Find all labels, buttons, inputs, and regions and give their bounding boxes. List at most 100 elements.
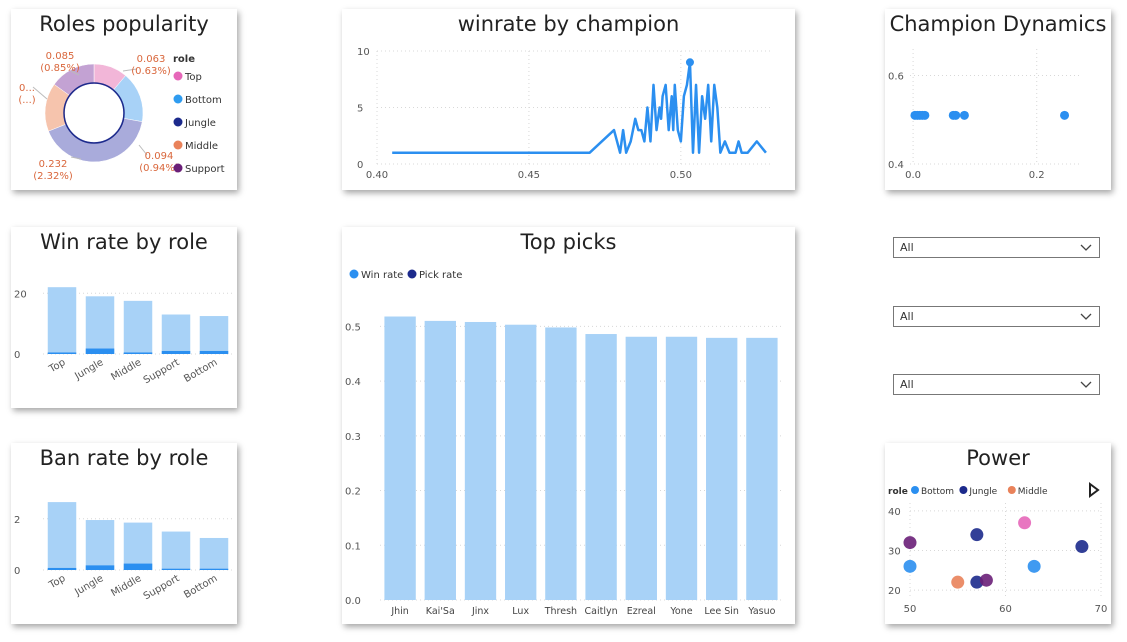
y-tick-label: 40 bbox=[888, 507, 901, 518]
winrate-champion-card: winrate by champion 0 5 10 0.40 0.45 0.50 bbox=[342, 9, 795, 190]
pie-leader-line bbox=[122, 68, 138, 72]
pie-value-label: 0.063 bbox=[137, 54, 166, 65]
scatter-point bbox=[1060, 110, 1070, 120]
role-slicer[interactable]: All bbox=[893, 237, 1100, 258]
y-tick-label: 0 bbox=[14, 350, 20, 361]
power-card: Power role Bottom Jungle Middle 20 30 40 50 60 70 bbox=[885, 443, 1111, 624]
bar bbox=[85, 520, 115, 570]
bar bbox=[85, 348, 115, 354]
champion-dynamics-card: Champion Dynamics 0.4 0.6 0.0 0.2 bbox=[885, 9, 1111, 190]
y-tick-label: 0.2 bbox=[345, 487, 361, 498]
bar bbox=[123, 300, 153, 354]
bar bbox=[199, 568, 229, 570]
category-label: Kai'Sa bbox=[426, 606, 455, 617]
pie-value-label: 0... bbox=[19, 83, 35, 94]
top-picks-chart: 0.0 0.1 0.2 0.3 0.4 0.5 Win rate Pick rate Jhin K… bbox=[345, 269, 782, 617]
win-rate-role-title: Win rate by role bbox=[40, 230, 208, 254]
category-label: Jungle bbox=[72, 357, 105, 382]
champion-slicer[interactable]: All bbox=[893, 306, 1100, 327]
y-tick-label: 10 bbox=[357, 47, 370, 58]
line-marker bbox=[685, 58, 694, 67]
legend-label: Support bbox=[185, 164, 225, 175]
x-tick-label: 0.50 bbox=[670, 170, 692, 181]
pie-percent-label: (2.32%) bbox=[33, 171, 73, 182]
category-label: Bottom bbox=[182, 573, 219, 601]
winrate-champion-title: winrate by champion bbox=[457, 12, 680, 36]
x-tick-label: 70 bbox=[1095, 604, 1108, 615]
category-label: Lux bbox=[512, 606, 529, 617]
category-label: Bottom bbox=[182, 357, 219, 385]
y-tick-label: 0.3 bbox=[345, 432, 361, 443]
winrate-champion-chart: 0 5 10 0.40 0.45 0.50 bbox=[357, 47, 772, 181]
bar bbox=[161, 531, 191, 570]
category-label: Support bbox=[142, 357, 182, 386]
scatter-point bbox=[1027, 559, 1041, 573]
legend-marker bbox=[173, 94, 183, 104]
y-tick-label: 20 bbox=[888, 586, 901, 597]
scatter-point bbox=[903, 536, 917, 550]
bar bbox=[161, 314, 191, 354]
bar bbox=[85, 296, 115, 354]
pie-leader-line bbox=[70, 156, 82, 160]
champion-slicer-value: All bbox=[900, 310, 914, 323]
bar bbox=[47, 502, 77, 570]
x-tick-label: 0.2 bbox=[1029, 170, 1045, 181]
win-rate-role-card: Win rate by role 0 20 Top Jungle Middle Suppo… bbox=[11, 227, 237, 408]
category-label: Thresh bbox=[544, 606, 577, 617]
top-picks-title: Top picks bbox=[520, 230, 617, 254]
chevron-down-icon[interactable] bbox=[1079, 377, 1093, 391]
tier-slicer[interactable]: All bbox=[893, 374, 1100, 395]
bar bbox=[47, 287, 77, 354]
bar bbox=[199, 537, 229, 570]
pie-percent-label: (0.63%) bbox=[131, 66, 171, 77]
y-tick-label: 0 bbox=[357, 160, 363, 171]
chevron-down-icon[interactable] bbox=[1079, 240, 1093, 254]
pie-percent-label: (0.94%) bbox=[139, 163, 179, 174]
bar bbox=[746, 337, 778, 600]
y-tick-label: 0.1 bbox=[345, 541, 361, 552]
bar bbox=[161, 350, 191, 354]
legend-title: role bbox=[888, 487, 908, 497]
bar bbox=[665, 336, 698, 600]
category-label: Yasuo bbox=[747, 606, 775, 617]
y-tick-label: 0.6 bbox=[888, 72, 904, 83]
bar bbox=[85, 565, 115, 570]
category-label: Middle bbox=[109, 573, 143, 599]
bar bbox=[424, 320, 456, 600]
top-picks-card: Top picks 0.0 0.1 0.2 0.3 0.4 0.5 Win rate Pick… bbox=[342, 227, 795, 624]
donut-inner-ring bbox=[63, 82, 125, 144]
legend-label: Pick rate bbox=[419, 270, 462, 281]
bar bbox=[47, 567, 77, 570]
pie-value-label: 0.094 bbox=[145, 151, 174, 162]
legend-marker bbox=[911, 486, 919, 494]
category-label: Top bbox=[47, 573, 68, 591]
bar bbox=[706, 337, 738, 600]
scatter-point bbox=[970, 528, 984, 542]
chevron-down-icon[interactable] bbox=[1079, 309, 1093, 323]
x-tick-label: 0.0 bbox=[905, 170, 921, 181]
y-tick-label: 20 bbox=[14, 289, 27, 300]
y-tick-label: 5 bbox=[357, 104, 363, 115]
pie-value-label: 0.232 bbox=[39, 159, 68, 170]
pie-legend-title: role bbox=[173, 54, 195, 65]
y-tick-label: 0.4 bbox=[345, 377, 361, 388]
play-icon bbox=[1089, 482, 1100, 498]
role-slicer-value: All bbox=[900, 241, 914, 254]
bar bbox=[384, 316, 416, 600]
x-tick-label: 0.40 bbox=[366, 170, 388, 181]
bar bbox=[505, 324, 537, 600]
x-tick-label: 0.45 bbox=[518, 170, 540, 181]
x-tick-label: 50 bbox=[904, 604, 917, 615]
scatter-point bbox=[1075, 540, 1089, 554]
bar bbox=[161, 568, 191, 570]
legend-label: Jungle bbox=[968, 487, 997, 497]
category-label: Jhin bbox=[390, 606, 408, 617]
category-label: Middle bbox=[109, 357, 143, 383]
tier-slicer-value: All bbox=[900, 378, 914, 391]
legend-marker bbox=[173, 117, 183, 127]
category-label: Lee Sin bbox=[704, 606, 739, 617]
bar bbox=[123, 522, 153, 570]
pie-leader-line bbox=[138, 144, 148, 156]
legend-marker bbox=[173, 140, 183, 150]
